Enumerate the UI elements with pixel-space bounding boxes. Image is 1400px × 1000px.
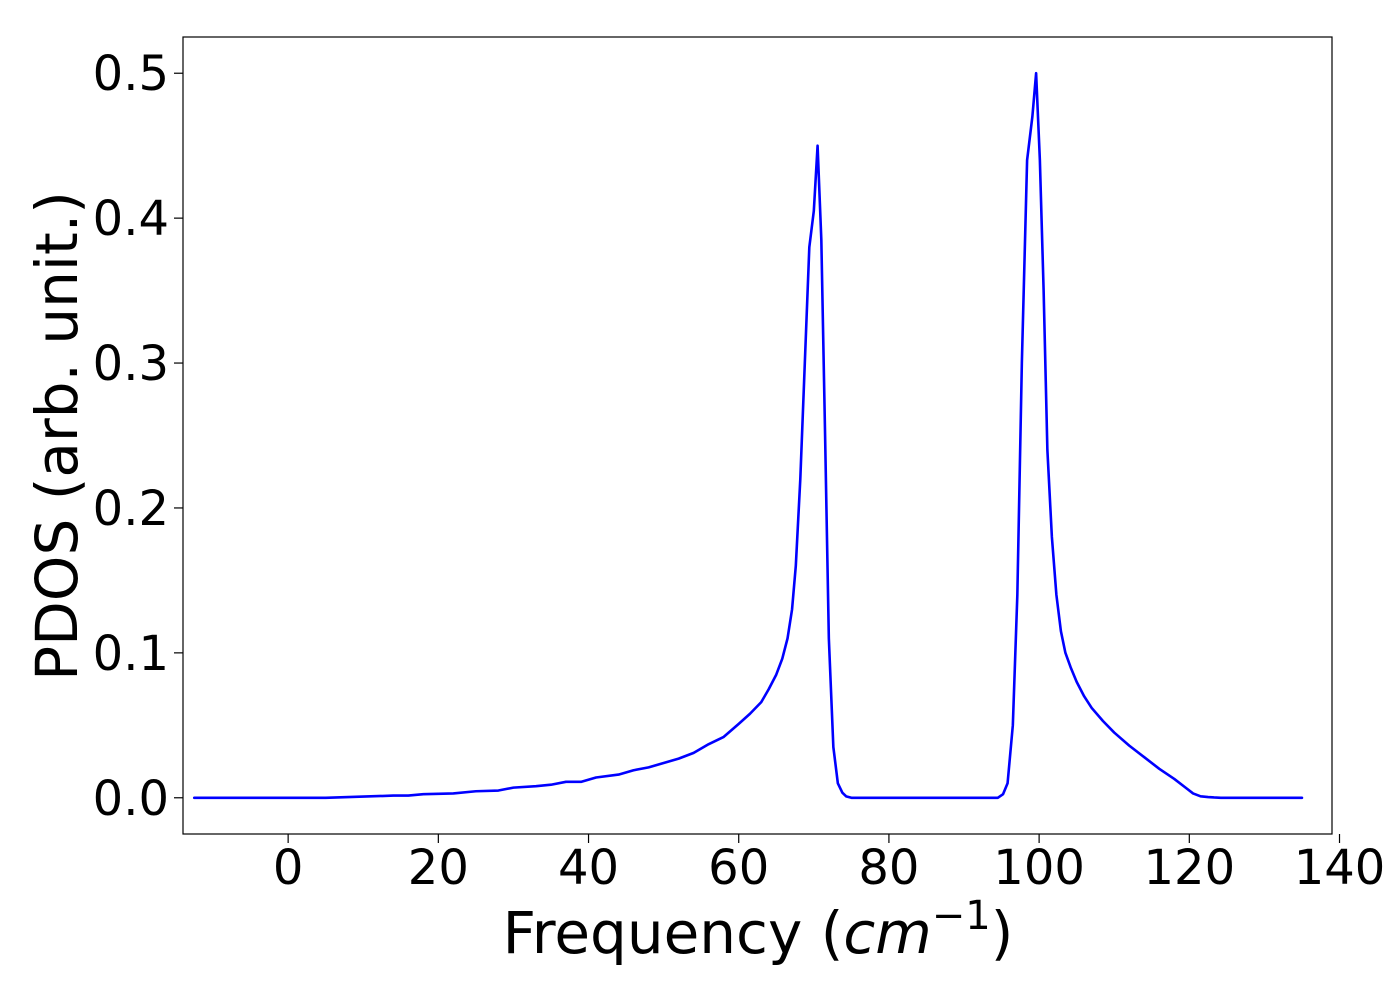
x-tick-label: 140 xyxy=(1294,840,1386,896)
x-tick-label: 40 xyxy=(558,840,619,896)
y-tick-label: 0.2 xyxy=(93,481,169,537)
x-axis-label: Frequency (cm−1) xyxy=(503,893,1014,967)
y-tick-label: 0.3 xyxy=(93,336,169,392)
x-tick-label: 20 xyxy=(408,840,469,896)
x-tick-label: 100 xyxy=(993,840,1085,896)
y-tick-label: 0.1 xyxy=(93,626,169,682)
x-tick-label: 120 xyxy=(1144,840,1236,896)
x-tick-label: 60 xyxy=(708,840,769,896)
y-tick-label: 0.0 xyxy=(93,771,169,827)
y-tick-label: 0.5 xyxy=(93,46,169,102)
plot-frame xyxy=(182,36,1333,835)
y-axis-label: PDOS (arb. unit.) xyxy=(23,191,91,681)
y-tick-label: 0.4 xyxy=(93,191,169,247)
x-tick-label: 0 xyxy=(273,840,304,896)
y-ticks: 0.0 0.1 0.2 0.3 0.4 0.5 xyxy=(93,46,183,827)
x-ticks: 0 20 40 60 80 100 120 140 xyxy=(273,834,1385,896)
x-tick-label: 80 xyxy=(858,840,919,896)
pdos-series-line xyxy=(192,71,1304,800)
